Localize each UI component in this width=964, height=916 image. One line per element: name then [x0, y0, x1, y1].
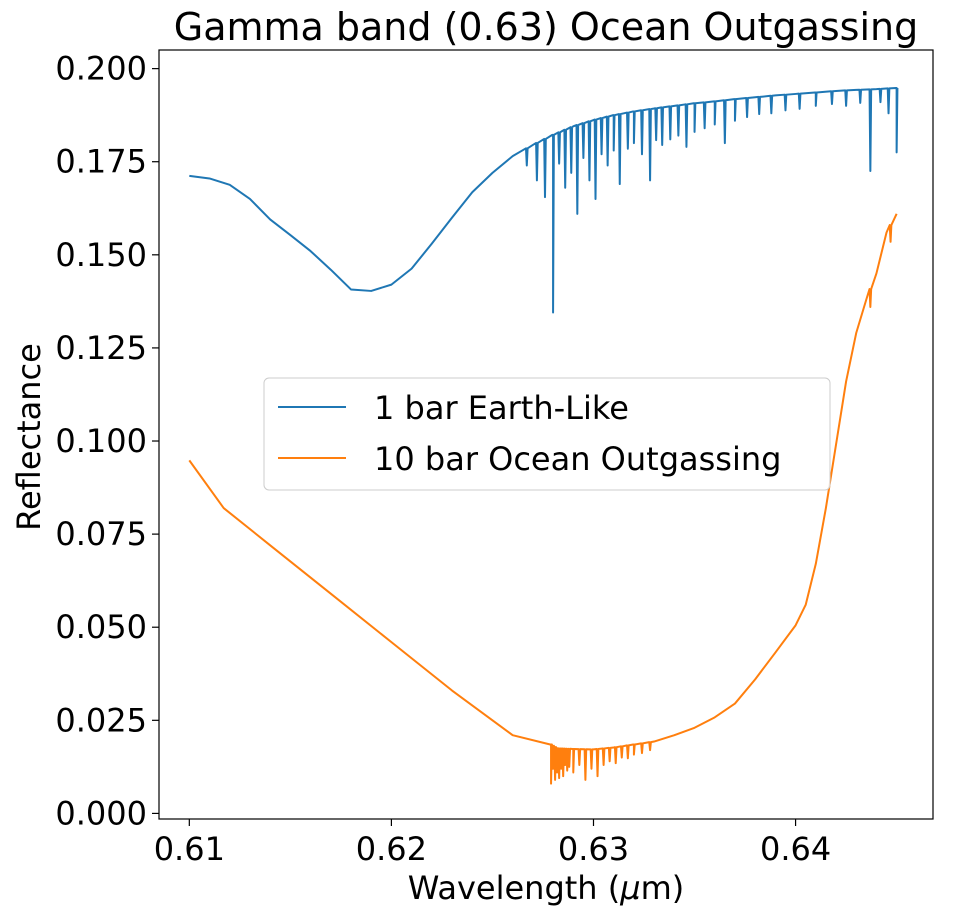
- y-tick-label: 0.200: [55, 50, 147, 88]
- y-tick-label: 0.075: [55, 515, 147, 553]
- x-tick-label: 0.61: [154, 830, 225, 868]
- x-tick-label: 0.62: [356, 830, 427, 868]
- x-axis-label-prefix: Wavelength (: [408, 869, 620, 907]
- x-ticks: 0.61 0.62 0.63 0.64: [154, 819, 831, 868]
- x-axis-label-suffix: m): [641, 869, 685, 907]
- y-tick-label: 0.125: [55, 329, 147, 367]
- series-layer: [188, 86, 899, 785]
- x-tick-label: 0.63: [558, 830, 629, 868]
- series-line-earth-like: [189, 86, 899, 314]
- legend: 1 bar Earth-Like 10 bar Ocean Outgassing: [263, 377, 831, 491]
- y-tick-label: 0.100: [55, 422, 147, 460]
- series-line-ocean-outgassing: [188, 213, 898, 785]
- legend-box: [263, 377, 831, 491]
- y-tick-label: 0.150: [55, 236, 147, 274]
- y-tick-label: 0.025: [55, 701, 147, 739]
- y-axis-label: Reflectance: [10, 343, 48, 531]
- chart-title: Gamma band (0.63) Ocean Outgassing: [174, 5, 918, 49]
- plot-frame: [158, 49, 934, 820]
- y-ticks: 0.000 0.025 0.050 0.075 0.100 0.125 0.150 0.175…: [55, 50, 159, 832]
- x-axis-label: Wavelength (μm): [408, 869, 685, 907]
- x-tick-label: 0.64: [760, 830, 831, 868]
- y-tick-label: 0.175: [55, 143, 147, 181]
- x-axis-label-mu: μ: [619, 869, 640, 907]
- legend-label-ocean-outgassing: 10 bar Ocean Outgassing: [374, 440, 781, 478]
- y-tick-label: 0.050: [55, 608, 147, 646]
- y-tick-label: 0.000: [55, 794, 147, 832]
- legend-label-earth-like: 1 bar Earth-Like: [374, 389, 629, 427]
